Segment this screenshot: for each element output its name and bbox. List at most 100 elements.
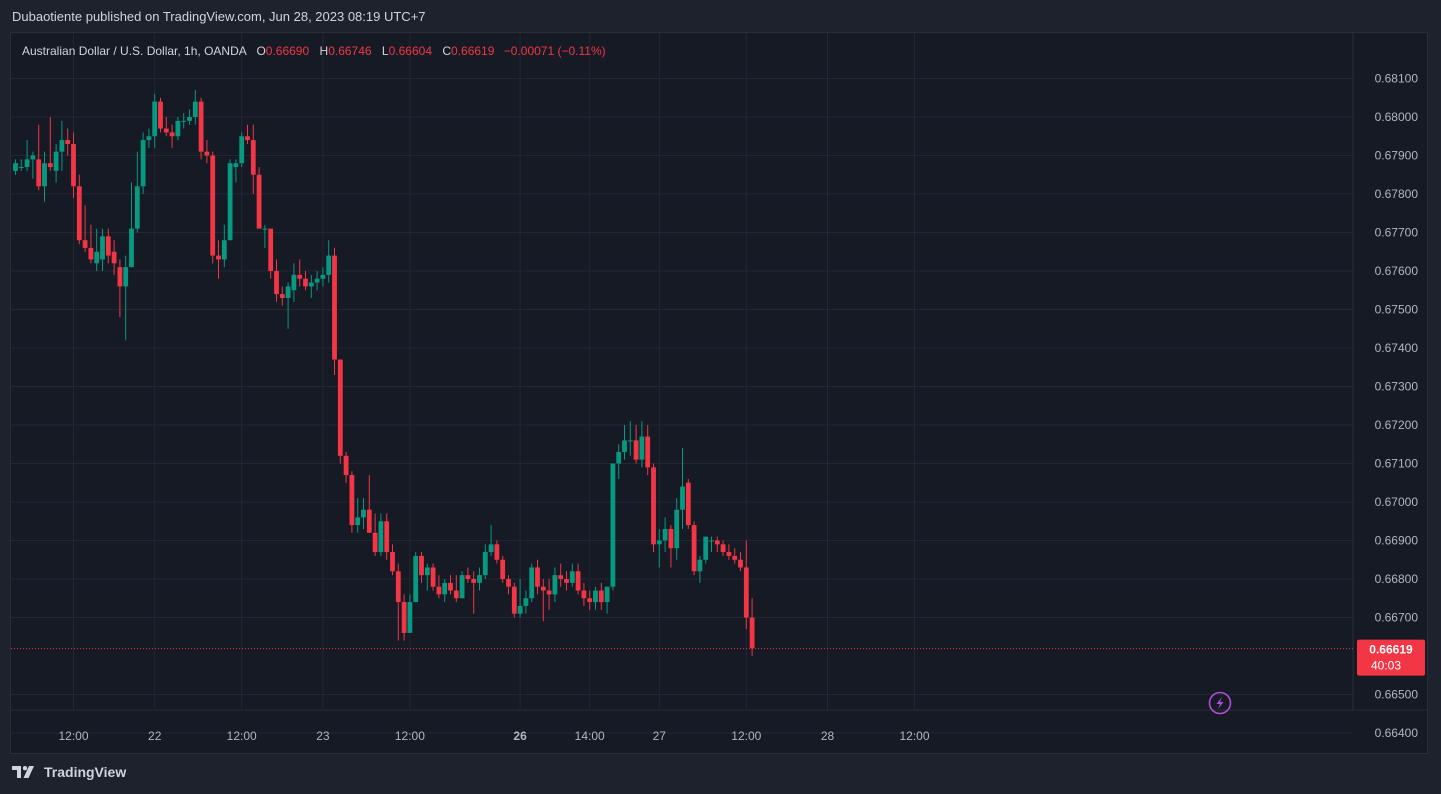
candle	[256, 167, 262, 229]
grid-lines	[11, 33, 1427, 734]
chart-pane[interactable]: 0.66619 40:03 0.68100 0.68000 0.67900 0.6780…	[10, 32, 1428, 754]
last-price-badge	[1357, 639, 1425, 676]
candle	[372, 513, 378, 556]
candle-body	[448, 582, 453, 591]
tradingview-logo-icon	[12, 766, 34, 778]
candle-body	[564, 579, 569, 583]
candle	[488, 525, 494, 556]
candle-body	[529, 567, 535, 599]
x-tick-label: 26	[513, 729, 527, 743]
candle-body	[743, 567, 749, 618]
candle	[639, 421, 645, 468]
y-tick-label: 0.67300	[1375, 380, 1419, 394]
candle-body	[726, 552, 732, 556]
candle-body	[210, 155, 216, 256]
candle-body	[540, 586, 546, 591]
candle	[175, 117, 181, 141]
candle	[378, 513, 384, 556]
x-tick-label: 12:00	[58, 729, 88, 743]
last-price-label: 0.66619	[1369, 643, 1413, 657]
candle-body	[187, 117, 192, 121]
candle	[291, 263, 297, 302]
candle	[749, 598, 755, 656]
candle-body	[239, 136, 245, 164]
candle-body	[517, 605, 523, 614]
candle	[337, 359, 343, 464]
candle-body	[384, 521, 390, 553]
candle-body	[703, 536, 709, 560]
candle	[511, 582, 517, 618]
candle	[593, 586, 598, 610]
candle	[239, 132, 245, 168]
candle-body	[297, 274, 303, 279]
price-axis[interactable]: 0.68100 0.68000 0.67900 0.67800 0.67700 0.676…	[1375, 72, 1419, 741]
candle-body	[94, 251, 100, 264]
candle-body	[158, 101, 163, 129]
candle	[633, 425, 639, 464]
candle-body	[53, 151, 59, 171]
candle-body	[366, 509, 372, 533]
candle	[732, 548, 738, 564]
candle-body	[390, 552, 395, 572]
candle-body	[430, 567, 436, 587]
x-tick-label: 28	[821, 729, 835, 743]
candle	[198, 97, 204, 160]
time-axis[interactable]: 12:00 22 12:00 23 12:00 26 14:00 27 12:00 28 12:00	[58, 729, 929, 743]
candle	[540, 579, 546, 622]
candle-body	[645, 436, 651, 468]
candle	[361, 498, 366, 529]
candle	[76, 174, 82, 245]
candle	[529, 563, 535, 603]
candlestick-chart[interactable]: 0.66619 40:03 0.68100 0.68000 0.67900 0.6780…	[11, 33, 1427, 753]
candle-body	[523, 598, 529, 606]
candle	[685, 478, 691, 529]
y-tick-label: 0.67200	[1375, 418, 1419, 432]
candle	[558, 563, 564, 587]
candle	[604, 586, 610, 614]
candle-body	[436, 586, 442, 595]
candle	[564, 571, 569, 591]
close-key: C	[442, 44, 452, 58]
candle	[506, 575, 511, 595]
candle	[453, 575, 459, 603]
candle	[204, 140, 210, 164]
candle	[111, 240, 117, 275]
y-tick-label: 0.67900	[1375, 149, 1419, 163]
lightning-icon[interactable]	[1208, 691, 1232, 715]
candle-body	[442, 582, 448, 595]
candle	[285, 282, 291, 329]
candle	[390, 544, 395, 576]
candle-body	[709, 540, 714, 542]
candle	[36, 124, 42, 191]
candle-body	[47, 163, 53, 168]
candle-body	[697, 559, 703, 572]
y-tick-label: 0.68000	[1375, 110, 1419, 124]
candle	[500, 555, 506, 583]
x-tick-label: 12:00	[395, 729, 425, 743]
candle-body	[477, 575, 482, 583]
candle	[349, 471, 355, 533]
candle	[192, 90, 198, 125]
candle	[158, 97, 163, 133]
candle-body	[36, 159, 42, 187]
candle	[308, 274, 314, 298]
candle	[65, 128, 71, 156]
candle-body	[152, 101, 158, 137]
candle	[535, 559, 540, 595]
candle-body	[691, 525, 697, 572]
candle	[482, 544, 488, 579]
candle	[53, 143, 59, 183]
candle	[569, 563, 575, 587]
candle-body	[100, 236, 105, 260]
candle-body	[587, 598, 593, 603]
candle-body	[262, 228, 268, 230]
footer-brand[interactable]: TradingView	[12, 764, 126, 780]
candle-body	[65, 140, 71, 144]
candle	[262, 224, 268, 248]
candle-body	[59, 140, 65, 152]
x-tick-label: 27	[653, 729, 667, 743]
candle	[494, 540, 500, 564]
candle	[697, 555, 703, 583]
candle-body	[216, 255, 221, 260]
candle-body	[569, 571, 575, 583]
